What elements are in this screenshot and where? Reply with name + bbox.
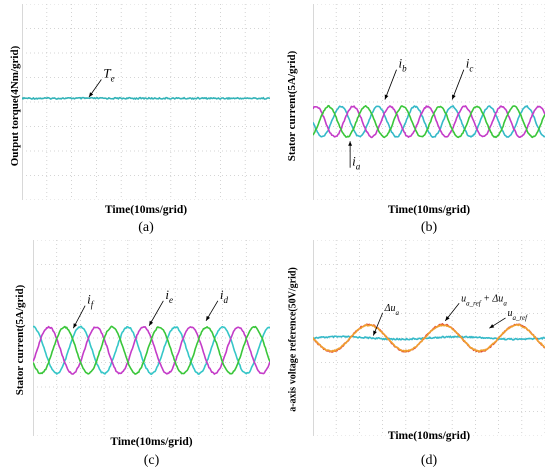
series-line-i-b	[313, 105, 545, 139]
panel-a: Output torque(4Nm/grid) Te Time(10ms/gri…	[0, 0, 275, 236]
series-line-i-c	[313, 104, 545, 139]
scope-screen-b: ia ib ic	[313, 4, 545, 200]
annotation-arrowhead	[489, 324, 495, 329]
caption-d: (d)	[420, 453, 438, 468]
series-line-i-a	[313, 105, 545, 138]
annotation-arrowhead	[384, 94, 389, 100]
annotation-label: id	[220, 287, 229, 305]
annotation-arrowhead	[206, 315, 211, 321]
y-axis-label: Stator current(5A/grid)	[286, 50, 298, 162]
caption-a: (a)	[138, 220, 154, 235]
annotation-label: ua_ref + Δua	[461, 293, 507, 307]
x-axis-label: Time(10ms/grid)	[387, 204, 471, 216]
series-line-i-f	[33, 325, 270, 375]
annotation-label: ia	[352, 154, 361, 172]
panel-c: Stator current(5A/grid) if ie id Time(10ms…	[0, 236, 275, 473]
annotation-label: ib	[399, 56, 408, 74]
x-axis-label: Time(10ms/grid)	[110, 436, 193, 448]
annotation-arrowhead	[348, 141, 353, 146]
y-axis-label: a-axis voltage reference(50V/grid)	[287, 267, 299, 412]
annotation-arrowhead	[149, 320, 154, 326]
scope-screen-a: Te	[22, 4, 270, 200]
annotation-arrowhead	[73, 323, 78, 329]
x-axis-label: Time(10ms/grid)	[387, 430, 471, 442]
annotation-label: Δua	[384, 303, 400, 317]
annotation-arrow	[148, 300, 164, 326]
annotation-arrow	[384, 69, 397, 100]
x-axis-label: Time(10ms/grid)	[104, 204, 188, 216]
scope-screen-c: if ie id	[33, 240, 270, 436]
annotation-label: Te	[103, 66, 114, 84]
annotation-arrowhead	[445, 316, 450, 321]
annotation-arrowhead	[452, 94, 456, 100]
series-line-u-a-ref	[313, 323, 545, 353]
panel-d: a-axis voltage reference(50V/grid) Δua ua…	[275, 236, 550, 473]
panel-b: Stator current(5A/grid) ia ib ic Time(10ms…	[275, 0, 550, 236]
series-line-t-e	[22, 96, 270, 100]
annotation-label: if	[87, 292, 95, 310]
annotation-arrowhead	[88, 92, 94, 98]
annotation-label: ie	[165, 287, 173, 305]
y-axis-label: Output torque(4Nm/grid)	[9, 45, 21, 167]
annotation-arrowhead	[373, 330, 377, 336]
annotation-label: ic	[466, 56, 474, 74]
y-axis-label: Stator current(5A/grid)	[14, 284, 26, 396]
annotation-label: ua_ref	[508, 308, 529, 322]
series-line-i-d	[33, 325, 270, 376]
caption-b: (b)	[420, 220, 438, 235]
caption-c: (c)	[143, 453, 160, 468]
annotation-arrow	[451, 69, 465, 100]
